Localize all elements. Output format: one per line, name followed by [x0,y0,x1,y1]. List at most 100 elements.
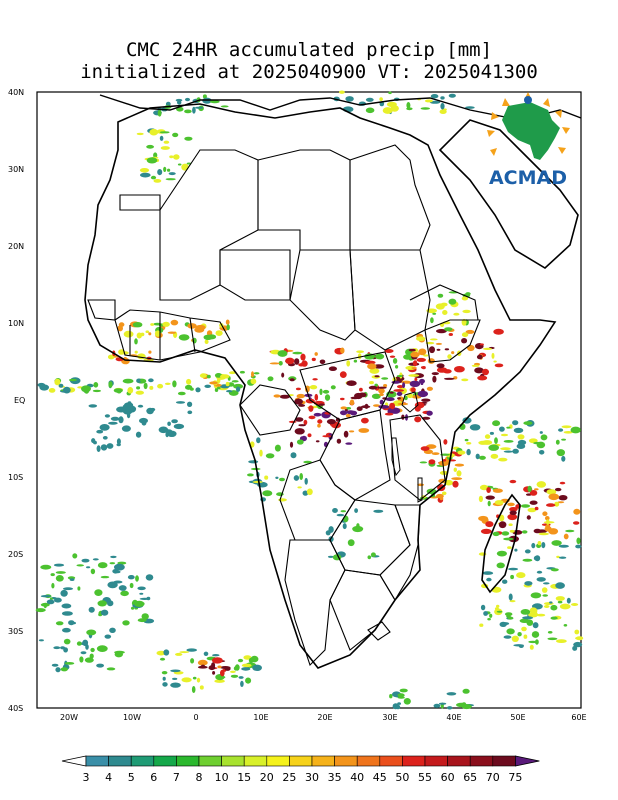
precip-cell [493,328,504,335]
precip-cell [446,706,453,710]
country-borders [87,144,481,667]
precip-cell [516,572,526,579]
precip-cell [498,457,508,462]
precip-cell [350,396,360,400]
precip-cell [264,475,269,480]
colorbar-label: 6 [150,771,157,784]
lon-label: 20E [317,713,332,722]
precip-cell [558,495,568,501]
precip-cell [457,450,466,455]
precip-cell [172,677,178,681]
precip-cell [202,94,207,99]
precip-cell [172,380,177,388]
precip-cell [446,692,457,696]
precip-cell [478,455,486,460]
precip-cell [187,401,193,407]
precip-cell [55,575,64,582]
precip-cell [575,636,583,640]
precip-cell [356,523,360,529]
precip-cell [419,378,425,384]
precip-cell [170,682,181,688]
precip-cell [528,640,538,644]
precip-cell [250,378,257,385]
precip-cell [561,438,566,441]
precip-cell [412,360,418,367]
precip-cell [546,503,556,507]
precip-cell [392,358,398,364]
lat-label: 20N [8,242,24,251]
precip-cell [195,324,206,331]
precip-cell [536,577,546,582]
precip-cell [453,467,457,472]
precip-cell [574,629,580,635]
precip-cell [367,555,372,560]
precip-cell [184,136,193,141]
precip-cell [298,404,306,407]
colorbar-swatch [221,755,245,767]
precip-cell [143,382,148,390]
precip-cell [146,157,158,164]
precip-cell [35,608,46,613]
lat-label: 10N [8,319,24,328]
precip-cell [159,135,164,141]
precip-cell [217,386,221,390]
colorbar-swatch [289,755,313,767]
precip-cell [496,610,503,613]
precip-cell [442,310,448,315]
precip-cell [158,426,169,434]
precip-cell [300,353,306,361]
precip-cell [226,390,233,393]
precip-cell [106,443,114,449]
precip-cell [438,460,449,467]
precip-cell [208,665,216,671]
precip-cell [440,102,445,110]
precip-cell [520,609,531,615]
precip-cell [532,622,539,629]
precip-cell [546,519,550,525]
precip-cell [50,573,55,577]
precip-cell [253,372,260,375]
precip-cell [389,694,393,699]
precip-cell [114,563,125,571]
precip-cell [116,443,121,447]
precip-cell [317,419,323,424]
precip-cell [92,389,101,393]
precip-cell [312,378,318,381]
precip-cell [443,439,448,445]
precip-cell [534,488,539,491]
colorbar-label: 40 [350,771,364,784]
precip-cell [96,429,104,434]
precip-cell [565,529,575,533]
precip-cell [509,507,518,512]
precip-cell [416,357,427,362]
precip-cell [487,618,491,621]
precip-cell [40,602,50,607]
precip-cell [563,624,568,627]
precip-cell [448,298,457,305]
precip-cell [436,363,445,369]
precip-cell [573,508,581,515]
precip-cell [146,144,155,149]
precip-cell [523,421,533,425]
precip-cell [498,521,507,529]
precip-cell [328,366,337,372]
precip-cell [206,374,211,379]
precip-cell [368,385,378,390]
precip-cell [431,452,440,455]
precip-cell [308,415,316,420]
precip-cell [558,556,567,559]
precip-cell [556,449,565,457]
precip-cell [498,514,505,522]
precip-cell [139,168,150,173]
precip-cell [347,539,355,547]
precip-cell [343,430,349,438]
precip-cell [496,604,500,608]
precip-cell [195,106,204,109]
precip-cell [547,631,553,634]
precip-cell [122,378,134,384]
precip-cell [251,371,254,378]
precip-cell [148,350,152,354]
precip-cell [336,438,342,444]
precip-cell [118,416,124,424]
precip-cell [191,686,196,693]
